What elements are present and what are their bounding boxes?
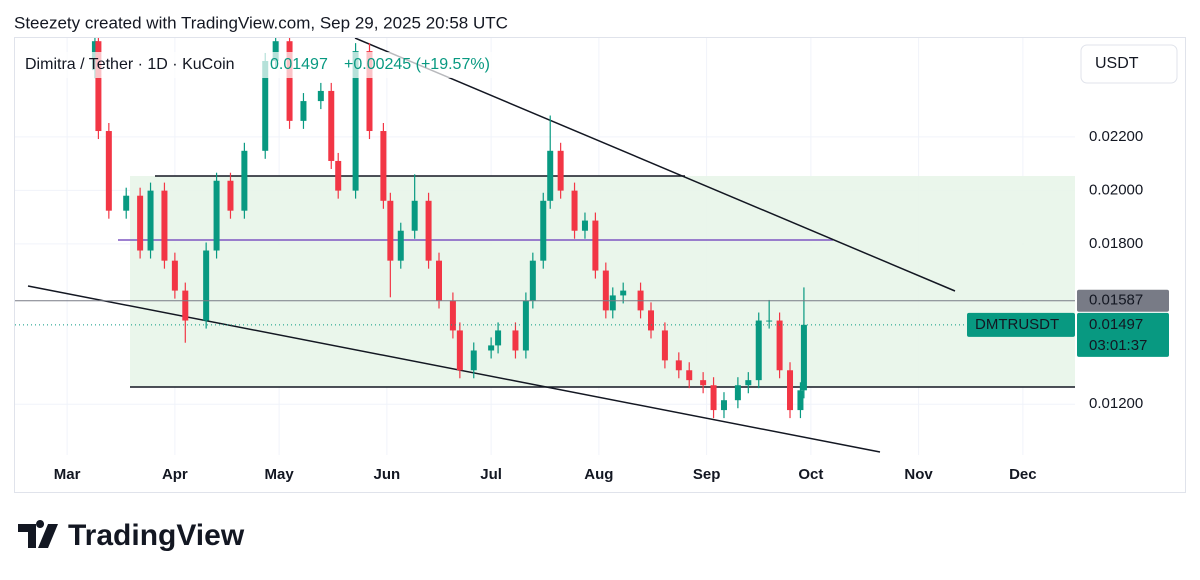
- candle-body: [661, 330, 668, 361]
- x-tick-label: May: [265, 466, 295, 483]
- candle-body: [675, 360, 682, 371]
- candle-body: [776, 320, 783, 371]
- candle-body: [592, 220, 599, 271]
- candle-body: [352, 51, 359, 191]
- candle-body: [241, 150, 248, 211]
- symbol-bg: [967, 312, 1075, 337]
- candle-body: [449, 300, 456, 331]
- candle-body: [335, 160, 342, 191]
- candle-body: [387, 200, 394, 261]
- candle-body: [317, 90, 324, 102]
- candle-body: [529, 260, 536, 301]
- candle-body: [734, 385, 741, 401]
- range-zone: [130, 176, 1075, 387]
- candle-body: [272, 41, 279, 61]
- candle-body: [286, 41, 293, 121]
- candle-body: [161, 190, 168, 261]
- candle-body: [470, 350, 477, 371]
- price-label-bg: [1077, 289, 1169, 312]
- last-price-bg: [1077, 312, 1169, 357]
- legend-bg: [20, 52, 510, 78]
- x-tick-label: Sep: [693, 466, 721, 483]
- candle-body: [182, 290, 189, 321]
- candle-body: [328, 90, 335, 161]
- y-tick-label: 0.02200: [1089, 128, 1143, 145]
- countdown: 03:01:37: [1089, 337, 1147, 354]
- candle-body: [800, 324, 807, 391]
- candle-body: [540, 200, 547, 261]
- x-tick-label: Nov: [904, 466, 933, 483]
- candle-body: [105, 131, 112, 211]
- candle-body: [797, 390, 804, 411]
- last-price-label: 0.01497: [1089, 316, 1143, 333]
- candle-body: [609, 295, 616, 311]
- candle-body: [425, 200, 432, 261]
- legend-change: +0.00245 (+19.57%): [344, 56, 490, 73]
- candle-body: [380, 131, 387, 201]
- candle-body: [95, 41, 102, 132]
- candle-body: [123, 195, 130, 211]
- candle-body: [547, 150, 554, 201]
- candle-body: [512, 330, 519, 351]
- drawings: [27, 38, 1075, 453]
- trend-lower: [27, 285, 881, 453]
- candle-body: [147, 190, 154, 251]
- candle-body: [397, 230, 404, 261]
- currency: USDT: [1095, 55, 1139, 72]
- candle-body: [686, 370, 693, 381]
- candle-body: [171, 260, 178, 291]
- symbol-label: DMTRUSDT: [975, 316, 1059, 333]
- candle-body: [581, 220, 588, 231]
- candle-body: [620, 290, 627, 296]
- candle-body: [411, 200, 418, 231]
- y-tick-label: 0.02000: [1089, 181, 1143, 198]
- candle-body: [766, 320, 773, 322]
- candle-body: [262, 60, 269, 151]
- currency-box[interactable]: [1080, 44, 1178, 84]
- candle-body: [436, 260, 442, 301]
- candle-body: [203, 250, 210, 321]
- candle-body: [495, 330, 502, 346]
- candle-body: [300, 101, 307, 121]
- candle-body: [787, 370, 794, 411]
- candle-body: [710, 385, 717, 411]
- candle-body: [137, 195, 144, 251]
- x-tick-label: Dec: [1009, 466, 1037, 483]
- logo: TradingView: [18, 519, 245, 552]
- x-tick-label: Jun: [374, 466, 401, 483]
- candle-body: [366, 51, 373, 132]
- candle-body: [456, 330, 463, 371]
- candle-body: [522, 300, 529, 351]
- overlay: 0.01200 0.01800 0.02000 0.02200 Mar Apr May Jun…: [15, 128, 1169, 483]
- candle-body: [571, 190, 578, 231]
- candle-body: [213, 180, 220, 251]
- brand: TradingView: [68, 519, 245, 552]
- candle-body: [602, 270, 609, 311]
- x-tick-label: Apr: [162, 466, 188, 483]
- candle-body: [488, 345, 495, 351]
- trend-upper: [354, 38, 956, 292]
- candle-body: [648, 310, 654, 331]
- credit: Steezety created with TradingView.com, S…: [14, 13, 508, 32]
- candle-body: [557, 150, 564, 191]
- candle-body: [720, 400, 727, 411]
- price-label: 0.01587: [1089, 292, 1143, 309]
- y-tick-label: 0.01800: [1089, 235, 1143, 252]
- candle-body: [227, 180, 234, 211]
- x-tick-label: Oct: [798, 466, 823, 483]
- candle-body: [755, 320, 762, 381]
- candle-body: [700, 380, 707, 386]
- x-tick-label: Mar: [54, 466, 81, 483]
- y-tick-label: 0.01200: [1089, 395, 1143, 412]
- legend-price: 0.01497: [270, 56, 328, 73]
- candle-body: [745, 380, 752, 386]
- x-tick-label: Aug: [584, 466, 613, 483]
- legend-title: Dimitra / Tether · 1D · KuCoin: [25, 56, 235, 73]
- frame: [14, 37, 1186, 493]
- x-tick-label: Jul: [480, 466, 502, 483]
